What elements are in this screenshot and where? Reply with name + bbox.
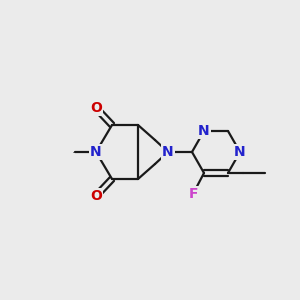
Text: N: N bbox=[234, 145, 246, 159]
Text: O: O bbox=[90, 101, 102, 115]
Text: N: N bbox=[90, 145, 102, 159]
Text: O: O bbox=[90, 189, 102, 203]
Text: methyl: methyl bbox=[73, 152, 77, 153]
Text: N: N bbox=[162, 145, 174, 159]
Text: N: N bbox=[198, 124, 210, 138]
Text: F: F bbox=[188, 187, 198, 201]
